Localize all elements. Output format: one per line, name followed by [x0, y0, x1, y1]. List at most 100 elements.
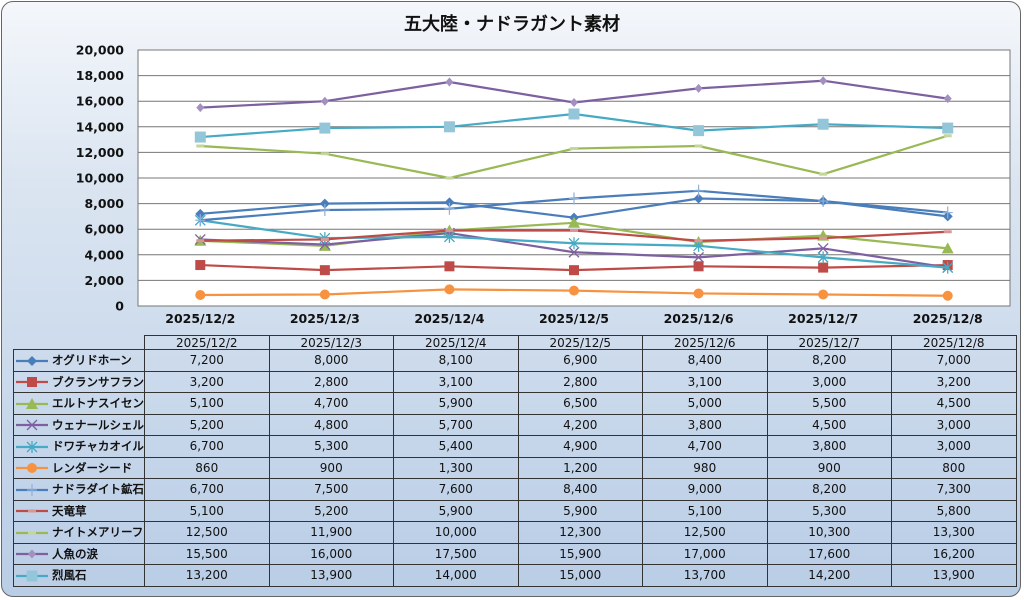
table-row: ドワチャカオイル 6,700 5,300 5,400 4,900 4,700 3,800 3,… — [13, 435, 1017, 458]
legend-label: ブクランサフラン — [52, 374, 144, 389]
table-cell: 900 — [268, 456, 394, 479]
legend-key-icon — [16, 549, 48, 559]
legend-entry: ナドラダイト鉱石 — [13, 478, 145, 501]
dash-marker — [196, 144, 205, 148]
table-cell: 2,800 — [517, 370, 643, 393]
square-marker — [693, 261, 704, 272]
plus-marker — [818, 195, 829, 208]
table-cell: 14,200 — [766, 564, 892, 587]
table-cell: 3,000 — [891, 435, 1017, 458]
data-table: 2025/12/2 2025/12/3 2025/12/4 2025/12/5 2025… — [13, 335, 1017, 587]
table-cell: 8,400 — [642, 349, 768, 372]
table-cell: 11,900 — [268, 521, 394, 544]
chart-title: 五大陸・ナドラガント素材 — [404, 14, 620, 35]
table-cell: 12,300 — [517, 521, 643, 544]
table-cell: 5,200 — [144, 413, 270, 436]
legend-entry: ブクランサフラン — [13, 370, 145, 393]
star-marker — [26, 440, 38, 453]
square-marker — [27, 377, 37, 388]
y-tick-label: 12,000 — [76, 145, 125, 160]
x-tick-label: 2025/12/8 — [913, 311, 983, 326]
table-cell: 8,100 — [393, 349, 519, 372]
table-cell: 1,300 — [393, 456, 519, 479]
table-column-header: 2025/12/2 — [144, 335, 270, 350]
table-row: 人魚の涙 15,500 16,000 17,500 15,900 17,000 17,600… — [13, 542, 1017, 565]
table-cell: 8,400 — [517, 478, 643, 501]
y-tick-label: 14,000 — [76, 119, 125, 134]
legend-key-icon — [16, 483, 48, 496]
table-cell: 9,000 — [642, 478, 768, 501]
series-7 — [196, 228, 952, 243]
table-column-header: 2025/12/6 — [642, 335, 768, 350]
table-cell: 4,500 — [891, 392, 1017, 415]
dash-marker — [570, 147, 578, 151]
legend-key-icon — [16, 440, 48, 453]
diamond-marker — [319, 198, 330, 209]
table-cell: 13,900 — [268, 564, 394, 587]
square-marker — [817, 118, 829, 130]
table-cell: 980 — [642, 456, 768, 479]
x-tick-label: 2025/12/4 — [414, 311, 484, 326]
table-cell: 3,100 — [642, 370, 768, 393]
dash-marker — [320, 237, 329, 241]
table-corner — [14, 336, 145, 350]
triangle-marker — [941, 242, 954, 254]
table-row: レンダーシード 860 900 1,300 1,200 980 900 800 — [13, 456, 1017, 479]
table-cell: 12,500 — [144, 521, 270, 544]
legend-key-icon — [16, 397, 48, 409]
table-cell: 900 — [766, 456, 892, 479]
table-cell: 860 — [144, 456, 270, 479]
circle-marker — [818, 289, 829, 300]
table-cell: 5,900 — [517, 499, 643, 522]
plus-marker — [195, 214, 206, 227]
table-cell: 4,900 — [517, 435, 643, 458]
table-cell: 5,100 — [642, 499, 768, 522]
table-cell: 17,500 — [393, 542, 519, 565]
square-marker — [319, 265, 330, 276]
diamond-marker — [694, 83, 703, 93]
square-marker — [942, 122, 954, 134]
legend-key-icon — [16, 355, 48, 366]
diamond-marker — [445, 77, 454, 87]
dash-marker — [943, 230, 952, 234]
x-marker — [817, 242, 829, 254]
table-cell: 17,600 — [766, 542, 892, 565]
plus-marker — [319, 204, 330, 216]
y-tick-label: 10,000 — [76, 171, 125, 186]
legend-entry: 人魚の涙 — [13, 542, 145, 565]
table-cell: 5,300 — [766, 499, 892, 522]
series-5 — [195, 284, 953, 301]
table-cell: 12,500 — [642, 521, 768, 544]
table-column-header: 2025/12/4 — [393, 335, 519, 350]
table-cell: 13,900 — [891, 564, 1017, 587]
table-cell: 6,700 — [144, 435, 270, 458]
square-marker — [194, 131, 206, 143]
y-tick-label: 2,000 — [84, 273, 124, 288]
table-cell: 14,000 — [393, 564, 519, 587]
table-cell: 7,500 — [268, 478, 394, 501]
dash-marker — [819, 236, 828, 240]
table-row: 烈風石 13,200 13,900 14,000 15,000 13,700 14,200 1… — [13, 564, 1017, 587]
table-cell: 3,800 — [642, 413, 768, 436]
square-marker — [319, 122, 331, 134]
legend-label: エルトナスイセン — [52, 396, 144, 411]
square-marker — [195, 260, 206, 271]
series-6 — [195, 184, 953, 227]
table-cell: 7,000 — [891, 349, 1017, 372]
table-cell: 8,200 — [766, 349, 892, 372]
table-row: 天竜草 5,100 5,200 5,900 5,900 5,100 5,300 5,800 — [13, 499, 1017, 522]
table-cell: 5,900 — [393, 392, 519, 415]
x-marker — [26, 419, 38, 431]
x-tick-label: 2025/12/5 — [539, 311, 609, 326]
legend-key-icon — [16, 463, 48, 474]
square-marker — [693, 125, 705, 137]
table-cell: 3,800 — [766, 435, 892, 458]
square-marker — [818, 262, 829, 273]
table-cell: 16,000 — [268, 542, 394, 565]
plot-border — [137, 49, 1011, 307]
table-cell: 8,000 — [268, 349, 394, 372]
table-cell: 15,900 — [517, 542, 643, 565]
legend-label: オグリドホーン — [52, 353, 132, 368]
table-cell: 6,500 — [517, 392, 643, 415]
legend-label: ナイトメアリーフ — [52, 525, 144, 540]
